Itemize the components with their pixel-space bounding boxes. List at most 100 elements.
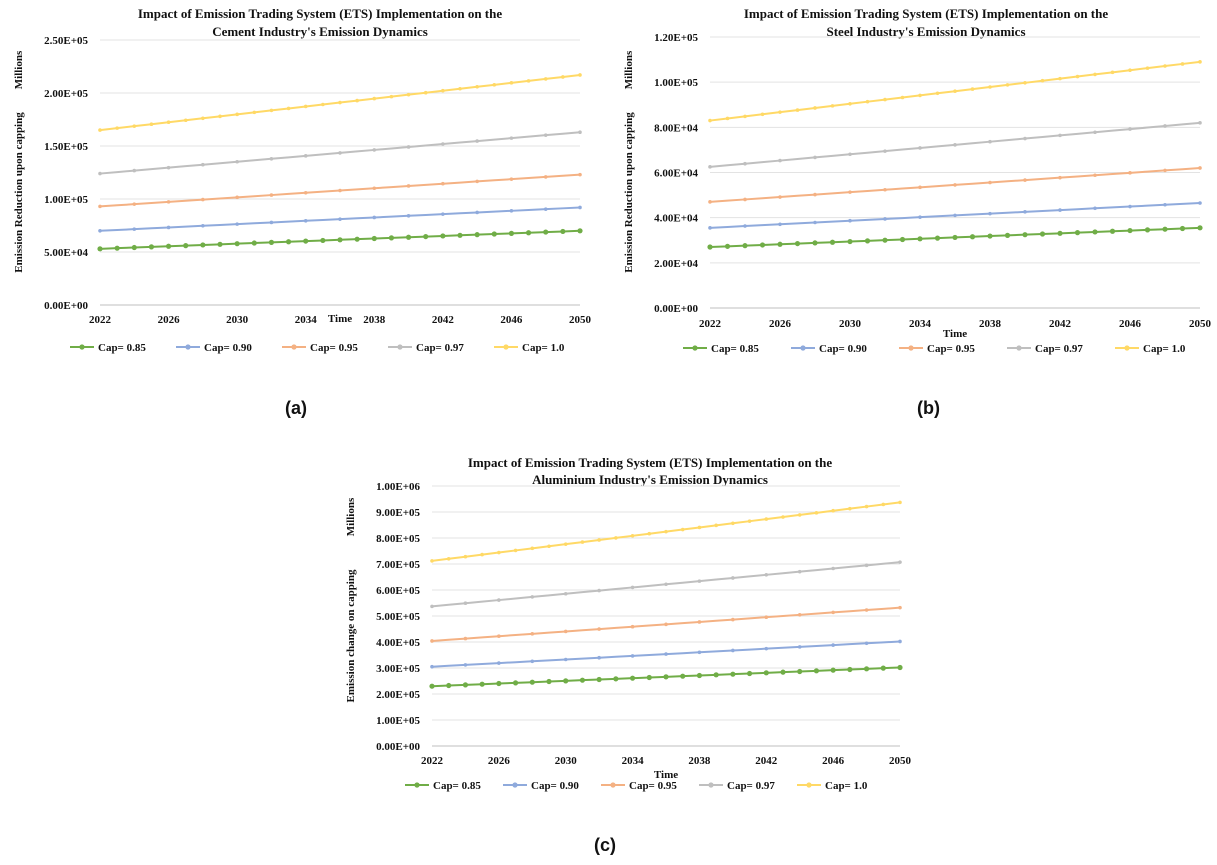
data-point (898, 560, 902, 564)
data-point (1180, 62, 1185, 66)
data-point (446, 682, 452, 689)
y-axis-title: Emission change on capping (345, 569, 357, 702)
data-point (813, 220, 817, 225)
data-point (1198, 60, 1202, 64)
data-point (389, 94, 394, 99)
data-point (629, 675, 636, 681)
data-point (1040, 78, 1045, 83)
data-point (1179, 225, 1186, 232)
data-point (355, 98, 359, 103)
data-point (597, 588, 601, 593)
chart-title-line: Impact of Emission Trading System (ETS) … (468, 455, 832, 470)
data-point (1039, 231, 1046, 237)
x-tick-label: 2042 (432, 314, 455, 326)
unit-label: Millions (13, 50, 25, 89)
data-point (98, 171, 102, 176)
data-point (303, 104, 308, 109)
chart-svg-aluminium: Impact of Emission Trading System (ETS) … (345, 455, 912, 792)
data-point (201, 224, 205, 228)
data-point (1058, 175, 1062, 180)
legend-label: Cap= 1.0 (1143, 343, 1186, 355)
data-point (131, 244, 137, 251)
data-point (630, 585, 635, 590)
legend-marker (1124, 345, 1130, 351)
data-point (509, 209, 514, 213)
data-point (530, 659, 535, 664)
data-point (235, 222, 239, 226)
data-point (743, 224, 747, 228)
data-point (714, 523, 718, 528)
data-point (578, 205, 582, 210)
data-point (525, 230, 532, 236)
data-point (269, 108, 274, 113)
data-point (563, 542, 568, 546)
legend-label: Cap= 0.95 (927, 343, 975, 355)
legend-marker (908, 345, 914, 351)
data-point (132, 124, 137, 128)
data-point (1198, 166, 1202, 170)
data-point (1198, 201, 1202, 205)
data-point (778, 222, 782, 227)
data-point (530, 595, 535, 599)
y-tick-label: 1.00E+05 (376, 715, 420, 727)
data-point (508, 230, 515, 236)
data-point (696, 672, 703, 679)
data-point (463, 663, 468, 667)
legend-marker (806, 782, 812, 788)
data-point (338, 188, 342, 193)
y-tick-label: 7.00E+05 (376, 559, 420, 571)
data-point (132, 202, 137, 206)
y-tick-label: 0.00E+00 (44, 300, 88, 312)
data-point (286, 106, 291, 111)
data-point (1093, 130, 1097, 135)
data-point (235, 195, 239, 200)
data-point (1128, 204, 1132, 209)
data-point (1163, 64, 1167, 68)
y-tick-label: 8.00E+05 (376, 533, 420, 545)
data-point (935, 91, 940, 96)
data-point (285, 239, 292, 245)
data-point (1023, 210, 1027, 214)
y-tick-label: 1.50E+05 (44, 141, 88, 153)
data-point (579, 677, 586, 683)
data-point (474, 232, 480, 238)
legend-marker (79, 344, 85, 350)
data-point (883, 149, 887, 153)
data-point (953, 183, 957, 187)
data-point (831, 643, 835, 647)
chart-panel-aluminium: Impact of Emission Trading System (ETS) … (330, 452, 930, 812)
data-point (337, 237, 343, 243)
y-tick-label: 5.00E+05 (376, 611, 420, 623)
data-point (463, 601, 468, 606)
x-tick-label: 2042 (755, 755, 778, 767)
data-point (917, 236, 923, 242)
data-point (1109, 228, 1116, 234)
data-point (457, 232, 463, 238)
data-point (730, 671, 736, 677)
data-point (596, 676, 602, 683)
data-point (613, 676, 619, 682)
legend-label: Cap= 0.90 (531, 780, 579, 792)
data-point (778, 110, 782, 114)
data-point (338, 100, 342, 105)
legend-marker (800, 345, 806, 351)
data-point (1058, 208, 1062, 212)
legend-marker (397, 344, 403, 350)
data-point (708, 226, 712, 230)
chart-title-line: Impact of Emission Trading System (ETS) … (138, 6, 502, 21)
data-point (269, 156, 274, 161)
data-point (742, 243, 748, 249)
data-point (543, 229, 549, 235)
data-point (1093, 173, 1097, 178)
data-point (463, 554, 468, 559)
data-point (166, 120, 171, 125)
data-point (320, 237, 326, 244)
data-point (697, 620, 702, 624)
chart-panel-steel: Impact of Emission Trading System (ETS) … (610, 0, 1217, 370)
data-point (1022, 232, 1028, 238)
data-point (797, 668, 803, 675)
data-point (423, 233, 429, 240)
data-point (1057, 230, 1063, 236)
data-point (463, 636, 468, 641)
data-point (763, 670, 769, 676)
